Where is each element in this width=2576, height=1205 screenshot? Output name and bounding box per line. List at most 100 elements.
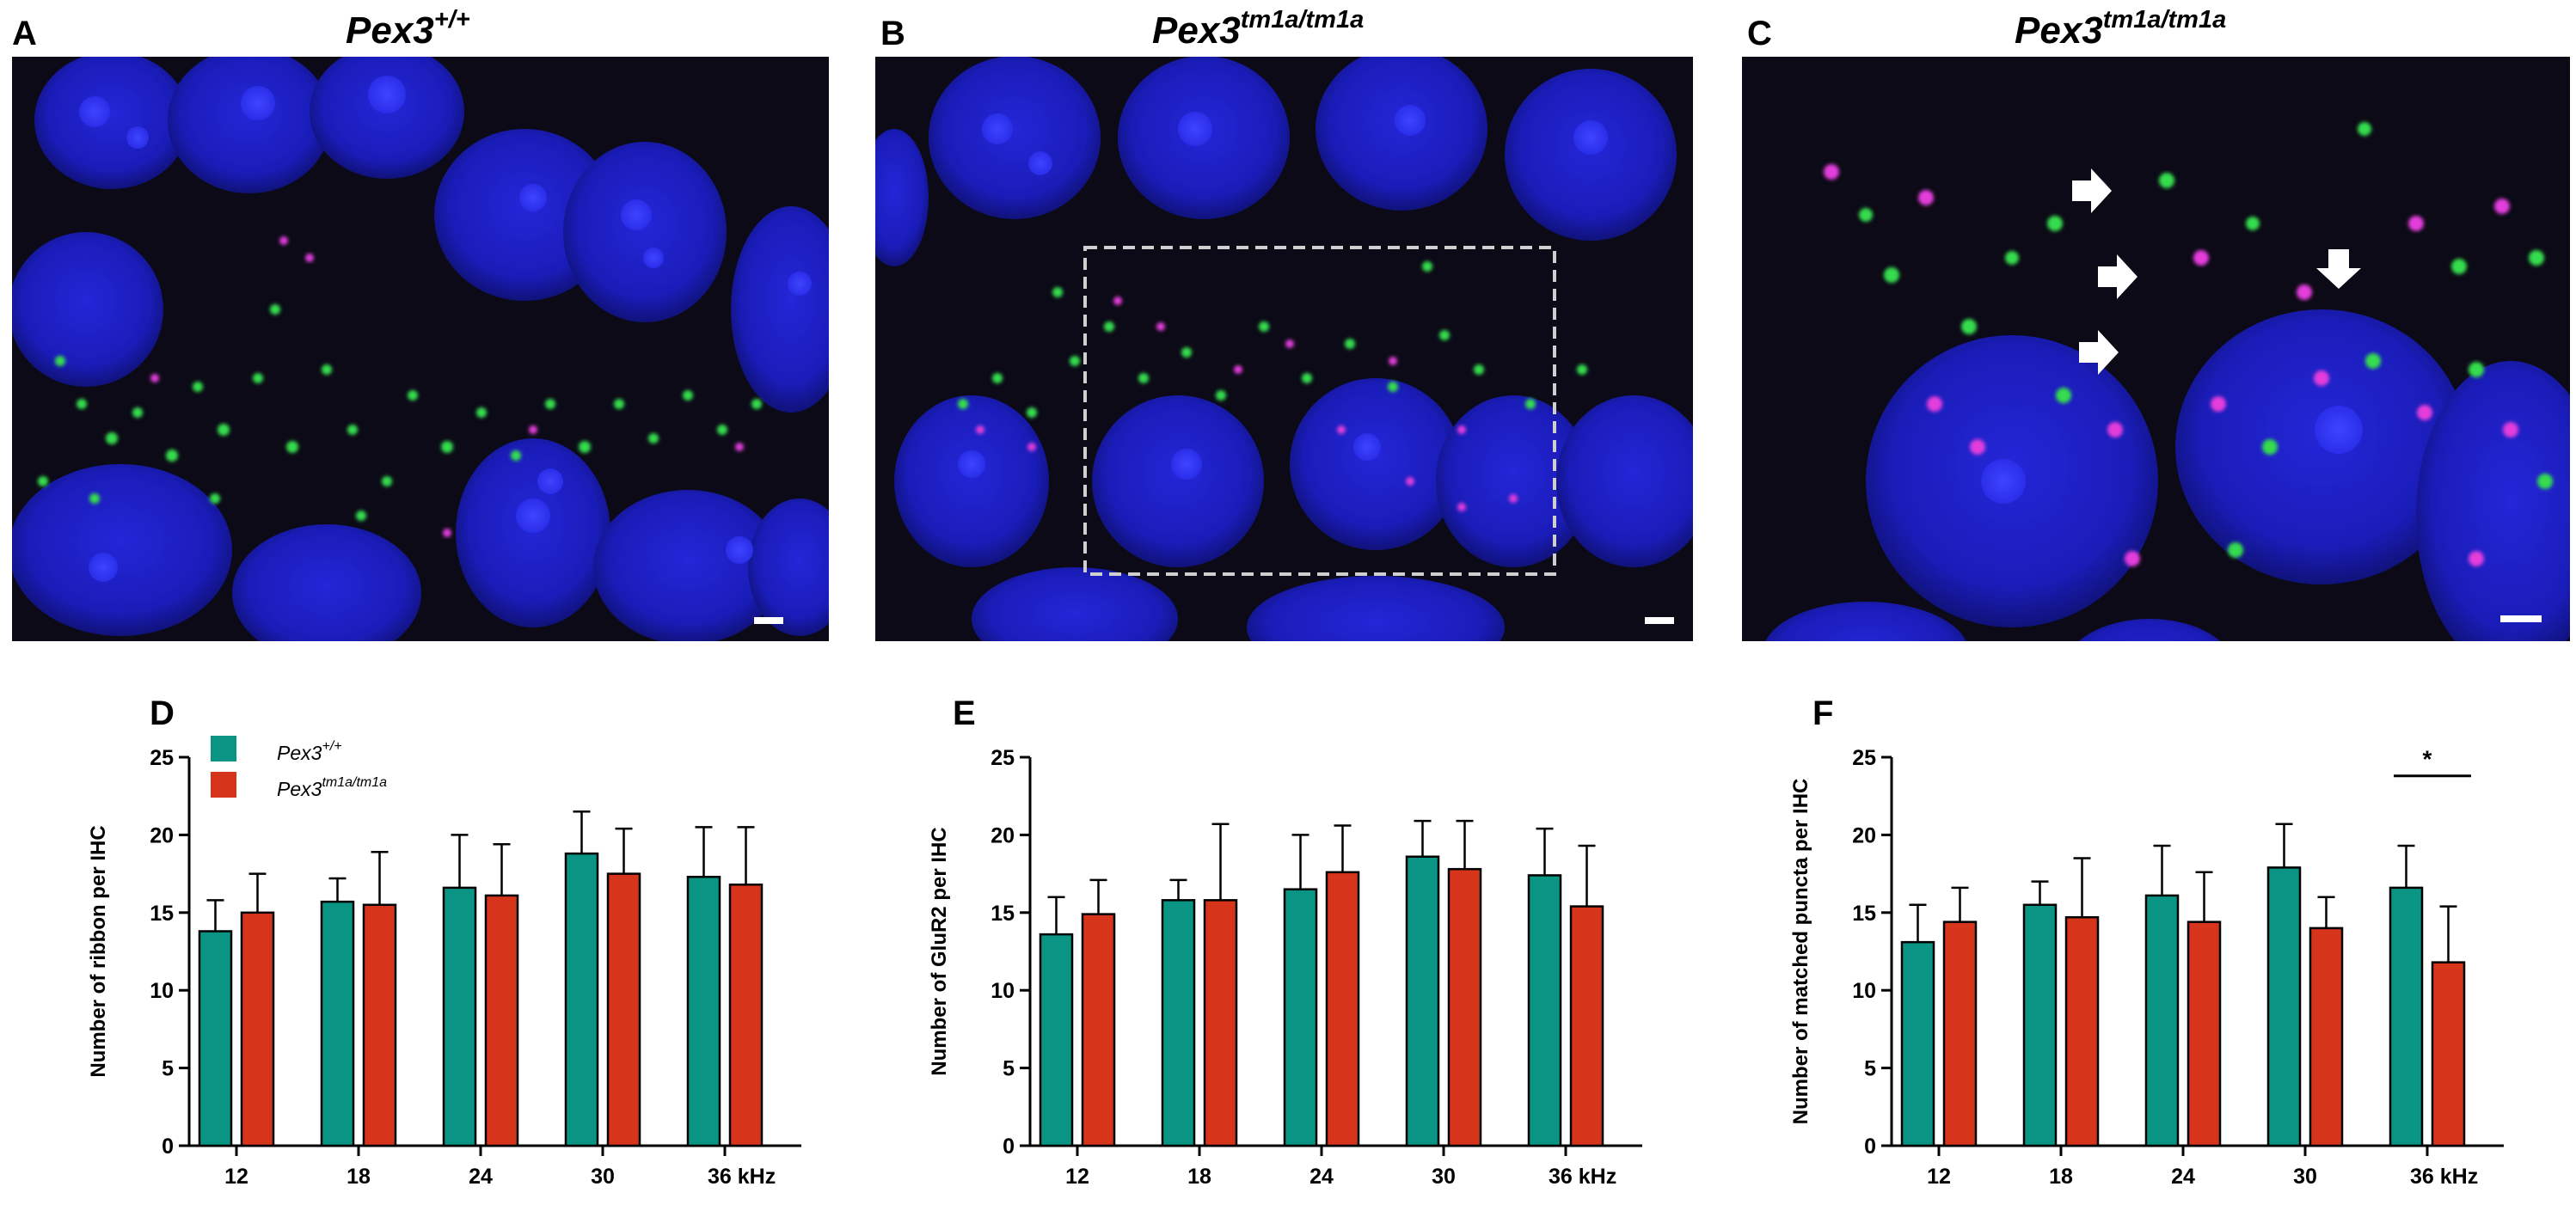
synaptic-puncta-a	[38, 236, 762, 537]
bar-mutant-2	[1325, 871, 1360, 1147]
annotation-arrows	[2072, 168, 2361, 375]
x-tick-label: 30	[1432, 1165, 1456, 1189]
bar-mutant-3	[1447, 867, 1482, 1147]
bar-mutant-1	[1203, 899, 1238, 1147]
panel-letter-a: A	[12, 15, 37, 52]
bar-mutant-0	[1081, 913, 1116, 1147]
y-tick-label: 15	[150, 902, 174, 926]
y-tick-label: 5	[162, 1057, 174, 1081]
bar-wildtype-4	[1527, 874, 1562, 1147]
x-tick-label: 18	[2049, 1165, 2073, 1189]
bar-mutant-4	[2431, 961, 2466, 1147]
x-tick-label: 12	[224, 1165, 248, 1189]
bar-wildtype-0	[1900, 940, 1935, 1147]
y-tick-label: 25	[150, 746, 174, 770]
y-tick-label: 10	[150, 979, 174, 1003]
y-tick-label: 10	[991, 979, 1015, 1003]
y-tick-label: 5	[1864, 1057, 1876, 1081]
x-tick-label: 18	[347, 1165, 371, 1189]
bar-wildtype-4	[2389, 886, 2424, 1147]
y-tick-label: 15	[991, 902, 1015, 926]
legend-swatch-wildtype	[211, 736, 236, 762]
panel-c-genotype-title: Pex3tm1a/tm1a	[2015, 6, 2226, 52]
x-tick-label: 12	[1065, 1165, 1089, 1189]
bar-mutant-3	[2309, 927, 2344, 1147]
x-tick-label: 36 kHz	[708, 1165, 776, 1189]
bar-wildtype-3	[2266, 866, 2302, 1147]
y-tick-label: 25	[991, 746, 1015, 770]
bar-mutant-0	[240, 911, 275, 1147]
image-panel-c: C Pex3tm1a/tm1a	[1742, 6, 2570, 641]
bar-mutant-2	[484, 894, 519, 1147]
bar-wildtype-1	[1161, 899, 1196, 1147]
bar-wildtype-0	[198, 930, 233, 1147]
bar-mutant-0	[1942, 921, 1978, 1147]
y-axis-label: Number of matched puncta per IHC	[1789, 779, 1812, 1125]
bar-wildtype-3	[564, 852, 599, 1147]
significance-marker: *	[2423, 746, 2432, 773]
y-tick-label: 0	[1864, 1135, 1876, 1159]
bar-wildtype-2	[1283, 888, 1318, 1147]
y-tick-label: 0	[1003, 1135, 1015, 1159]
y-tick-label: 0	[162, 1135, 174, 1159]
arrow-right-icon	[2072, 168, 2112, 213]
legend-label-wildtype: Pex3+/+	[277, 739, 342, 764]
x-tick-label: 36 kHz	[2410, 1165, 2478, 1189]
y-tick-label: 5	[1003, 1057, 1015, 1081]
chart-ribbon-count: D Number of ribbon per IHC 0 5 10 15 20 25 12 18 2…	[87, 694, 801, 1189]
bar-wildtype-2	[2144, 894, 2180, 1147]
arrow-right-icon	[2098, 254, 2137, 299]
panel-letter-e: E	[953, 694, 976, 732]
y-tick-label: 15	[1852, 902, 1876, 926]
legend: Pex3+/+ Pex3tm1a/tm1a	[211, 736, 387, 800]
chart-glur2-count: E Number of GluR2 per IHC 0 5 10 15 20 25 12 18 24…	[928, 694, 1642, 1189]
x-tick-label: 24	[1309, 1165, 1334, 1189]
bar-mutant-1	[2064, 915, 2100, 1147]
chart-matched-puncta-count: F Number of matched puncta per IHC 0 5 10 15 2…	[1789, 694, 2504, 1189]
panel-letter-f: F	[1812, 694, 1833, 732]
y-tick-label: 20	[150, 823, 174, 847]
image-panel-b: B Pex3tm1a/tm1a	[875, 6, 1693, 641]
panel-letter-d: D	[150, 694, 175, 732]
x-tick-label: 24	[2171, 1165, 2195, 1189]
panel-letter-b: B	[880, 15, 905, 52]
bar-wildtype-1	[2022, 903, 2058, 1147]
x-tick-label: 24	[469, 1165, 493, 1189]
x-tick-label: 18	[1187, 1165, 1211, 1189]
y-tick-label: 20	[991, 823, 1015, 847]
y-axis-label: Number of GluR2 per IHC	[928, 827, 951, 1075]
nuclei-b	[875, 57, 1693, 641]
x-tick-label: 36 kHz	[1549, 1165, 1616, 1189]
scale-bar-c	[2500, 615, 2542, 622]
bar-mutant-2	[2187, 921, 2222, 1147]
legend-label-mutant: Pex3tm1a/tm1a	[277, 775, 387, 800]
y-tick-label: 20	[1852, 823, 1876, 847]
bar-wildtype-4	[686, 875, 721, 1147]
scale-bar-a	[754, 617, 783, 624]
y-tick-label: 25	[1852, 746, 1876, 770]
image-panel-a: A Pex3+/+	[12, 6, 829, 641]
x-tick-label: 30	[2293, 1165, 2317, 1189]
panel-b-genotype-title: Pex3tm1a/tm1a	[1152, 6, 1364, 52]
panel-a-genotype-title: Pex3+/+	[346, 6, 470, 52]
panel-letter-c: C	[1747, 15, 1772, 52]
arrow-down-icon	[2316, 249, 2361, 289]
synaptic-puncta-b	[958, 261, 1587, 511]
nuclei-a	[12, 57, 829, 641]
bar-mutant-4	[728, 884, 764, 1147]
scale-bar-b	[1645, 617, 1674, 624]
bar-wildtype-0	[1039, 933, 1074, 1147]
y-tick-label: 10	[1852, 979, 1876, 1003]
zoom-region-box	[1083, 246, 1556, 576]
y-axis-label: Number of ribbon per IHC	[87, 825, 110, 1077]
legend-swatch-mutant	[211, 772, 236, 798]
bar-mutant-1	[362, 903, 397, 1147]
bar-wildtype-2	[442, 886, 477, 1147]
arrow-right-icon	[2079, 330, 2119, 375]
bar-mutant-3	[606, 872, 641, 1147]
x-tick-label: 12	[1927, 1165, 1951, 1189]
bar-wildtype-3	[1405, 855, 1440, 1147]
x-tick-label: 30	[591, 1165, 615, 1189]
bar-wildtype-1	[320, 900, 355, 1147]
